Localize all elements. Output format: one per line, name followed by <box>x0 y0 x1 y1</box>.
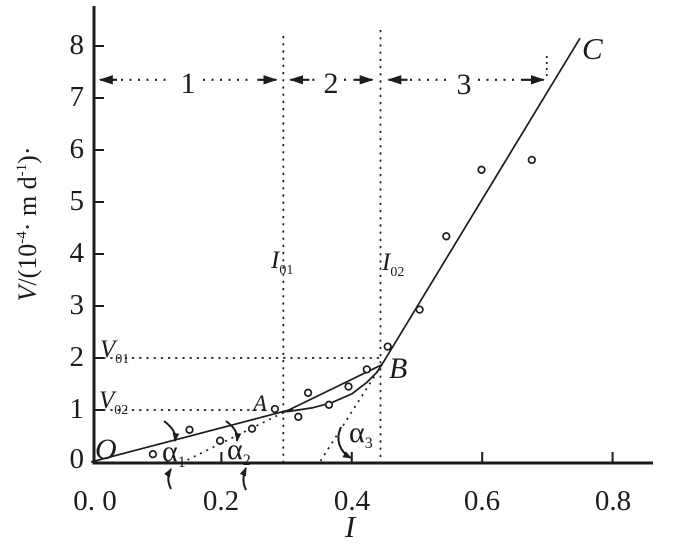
label-point-A: A <box>251 391 268 416</box>
data-point <box>527 155 536 165</box>
plot-area <box>90 30 614 463</box>
label-alpha2: α2 <box>227 433 251 469</box>
alpha1-lower-arrow <box>164 468 172 490</box>
stage3-line <box>381 37 581 366</box>
y-tick-label-3: 3 <box>70 289 85 321</box>
y-tick-label-2: 2 <box>70 341 85 373</box>
label-region-2: 2 <box>324 67 339 100</box>
x-tick-labels: 0. 0 0.2 0.4 0.6 0.8 <box>73 485 631 517</box>
y-tick-label-5: 5 <box>70 185 85 217</box>
x-tick-label-0.6: 0.6 <box>464 485 500 517</box>
data-point <box>270 404 280 414</box>
x-tick-label-0.2: 0.2 <box>203 485 239 517</box>
y-tick-label-4: 4 <box>70 237 85 269</box>
alpha3-arrow <box>337 426 352 459</box>
data-point <box>362 365 371 374</box>
alpha1-upper-arrow <box>163 420 180 443</box>
data-point <box>415 305 424 314</box>
label-V02: V02 <box>99 387 128 418</box>
label-point-B: B <box>389 352 407 385</box>
label-origin-O: O <box>95 433 117 466</box>
y-tick-label-6: 6 <box>70 133 85 165</box>
label-I02: I02 <box>381 249 404 280</box>
label-region-1: 1 <box>181 67 196 100</box>
data-point <box>294 412 303 421</box>
data-point <box>185 425 194 434</box>
data-point <box>215 436 225 445</box>
label-alpha3: α3 <box>349 416 373 452</box>
data-point <box>324 400 334 409</box>
data-point <box>148 450 158 459</box>
label-alpha1: α1 <box>162 435 186 471</box>
data-point <box>477 165 486 174</box>
stage1-line <box>90 408 294 463</box>
label-V01: V01 <box>100 336 129 367</box>
y-tick-label-7: 7 <box>70 81 85 113</box>
x-tick-label-0.8: 0.8 <box>595 485 631 517</box>
alpha2-upper-arrow <box>225 420 242 443</box>
x-tick-label-0.4: 0.4 <box>334 485 371 517</box>
label-I01: I01 <box>270 247 293 278</box>
stage3-line-dotted <box>319 364 383 462</box>
alpha2-lower-arrow <box>239 466 247 491</box>
fitted-curve <box>286 363 383 413</box>
y-tick-label-0: 0 <box>70 443 85 475</box>
data-point <box>344 382 353 391</box>
data-point <box>383 342 392 351</box>
label-region-3: 3 <box>457 68 472 101</box>
y-tick-label-8: 8 <box>70 29 85 61</box>
data-point <box>247 424 257 433</box>
angle-pointer-arrows <box>163 420 352 491</box>
y-axis-title: V/(10-4· m d-1)· <box>13 147 42 302</box>
x-axis-title: I <box>344 509 357 544</box>
y-tick-labels: 8 7 6 5 4 3 2 1 0 <box>70 29 85 475</box>
y-tick-label-1: 1 <box>70 393 85 425</box>
data-point <box>303 388 313 397</box>
label-point-C: C <box>582 31 603 66</box>
data-point <box>442 232 451 241</box>
x-tick-label-0.0: 0. 0 <box>73 485 117 517</box>
